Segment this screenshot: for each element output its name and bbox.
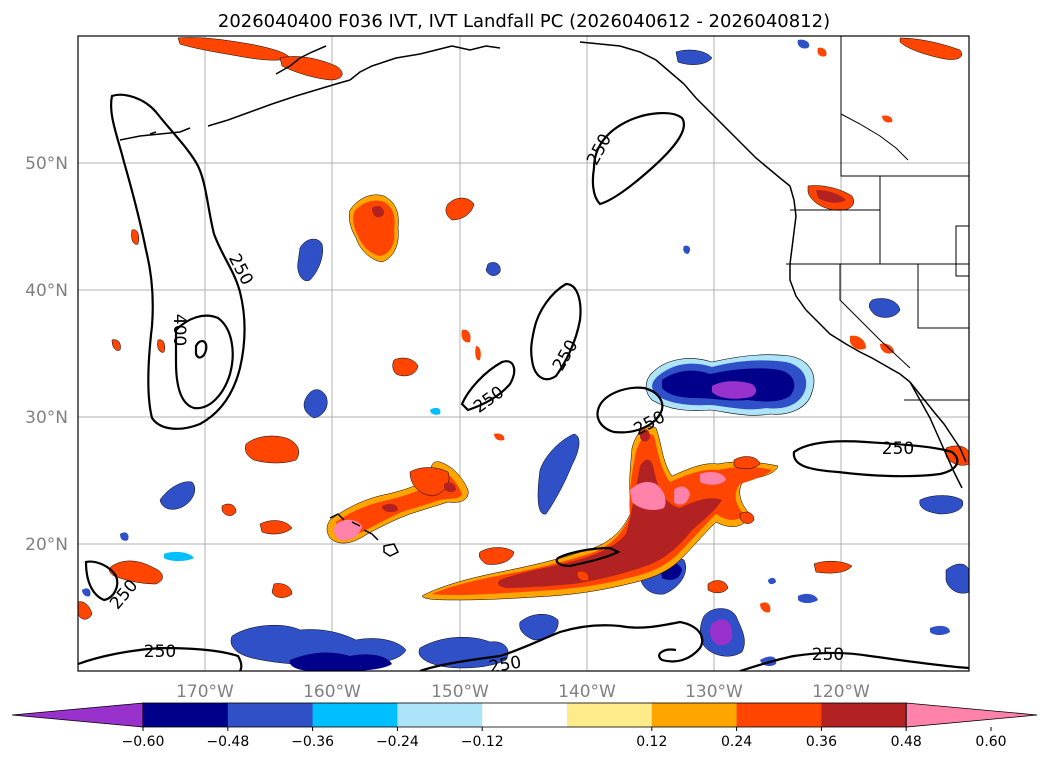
lon-label-120w: 120°W: [812, 682, 870, 702]
lat-label-30n: 30°N: [25, 408, 68, 428]
positive-ivt-anomaly-areas: [78, 37, 969, 620]
colorbar-tick-label: −0.36: [291, 734, 334, 750]
colorbar-swatch: [821, 703, 907, 727]
contour-label: 250: [144, 642, 176, 662]
negative-ivt-anomaly-areas: [82, 39, 969, 671]
contour-label: 250: [882, 439, 914, 459]
colorbar-swatch: [482, 703, 568, 727]
contour-label: 400: [169, 314, 189, 346]
coastlines: [119, 41, 967, 557]
map-frame: [77, 35, 970, 672]
colorbar-frame: [142, 702, 907, 728]
lon-label-130w: 130°W: [685, 682, 743, 702]
colorbar-extension-high: [905, 702, 1038, 728]
colorbar-tick-label: 0.60: [975, 734, 1006, 750]
colorbar-swatch: [567, 703, 653, 727]
colorbar-tick-label: −0.24: [376, 734, 419, 750]
colorbar-swatch: [397, 703, 483, 727]
colorbar-swatch: [312, 703, 398, 727]
colorbar-tick-label: 0.36: [806, 734, 837, 750]
lat-label-40n: 40°N: [25, 281, 68, 301]
colorbar-tick-label: 0.48: [891, 734, 922, 750]
colorbar: −0.60 −0.48 −0.36 −0.24 −0.12 0.12 0.24 0.36 0.4…: [11, 702, 1038, 750]
lon-label-150w: 150°W: [431, 682, 489, 702]
map-content: 250 400 250 250 250 250 250 250 250 250 …: [78, 36, 969, 677]
latitude-labels: 20°N 30°N 40°N 50°N: [25, 154, 68, 555]
lon-label-140w: 140°W: [558, 682, 616, 702]
colorbar-tick-label: 0.24: [721, 734, 752, 750]
colorbar-tick-label: −0.12: [461, 734, 504, 750]
colorbar-extension-low: [11, 702, 144, 728]
colorbar-ticks: −0.60 −0.48 −0.36 −0.24 −0.12 0.12 0.24 0.36 0.4…: [122, 727, 1007, 750]
colorbar-swatch: [227, 703, 314, 727]
ivt-contours: [78, 93, 969, 671]
contour-label: 250: [812, 645, 844, 665]
figure-title: 2026040400 F036 IVT, IVT Landfall PC (20…: [218, 11, 830, 32]
colorbar-swatch: [143, 703, 229, 727]
map-panel: 250 400 250 250 250 250 250 250 250 250 …: [77, 35, 970, 677]
political-boundaries: [786, 36, 969, 401]
colorbar-swatches: [11, 702, 1038, 728]
longitude-labels: 170°W 160°W 150°W 140°W 130°W 120°W: [176, 682, 870, 702]
colorbar-tick-label: −0.60: [122, 734, 165, 750]
colorbar-tick-label: −0.48: [206, 734, 249, 750]
colorbar-swatch: [651, 703, 738, 727]
lon-label-170w: 170°W: [176, 682, 234, 702]
lat-label-50n: 50°N: [25, 154, 68, 174]
colorbar-tick-label: 0.12: [636, 734, 667, 750]
contour-label: 250: [487, 652, 522, 677]
lat-label-20n: 20°N: [25, 535, 68, 555]
colorbar-swatch: [736, 703, 822, 727]
graticule: [78, 36, 969, 671]
lon-label-160w: 160°W: [303, 682, 361, 702]
